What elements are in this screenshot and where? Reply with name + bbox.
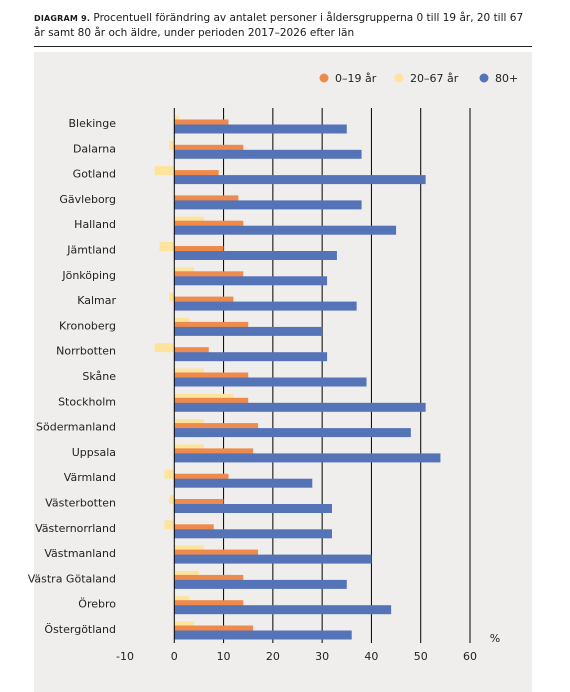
bar bbox=[174, 453, 441, 463]
category-label: Västernorrland bbox=[35, 522, 116, 535]
bar bbox=[174, 225, 397, 235]
category-label: Västerbotten bbox=[45, 497, 116, 510]
bar bbox=[174, 195, 239, 205]
x-tick-label: -10 bbox=[116, 650, 134, 663]
bar bbox=[174, 124, 347, 134]
bar bbox=[174, 251, 337, 260]
bar bbox=[174, 200, 362, 210]
caption-text: Procentuell förändring av antalet person… bbox=[34, 12, 524, 39]
legend-label: 80+ bbox=[495, 72, 518, 85]
legend-label: 20–67 år bbox=[410, 72, 459, 85]
bar bbox=[174, 499, 224, 508]
category-label: Norrbotten bbox=[56, 345, 116, 358]
bar bbox=[174, 574, 244, 584]
bar bbox=[174, 119, 229, 129]
x-tick-label: 20 bbox=[266, 650, 280, 663]
category-label: Jönköping bbox=[61, 269, 116, 282]
bar bbox=[164, 469, 175, 479]
category-label: Blekinge bbox=[68, 117, 116, 130]
category-label: Skåne bbox=[82, 370, 116, 383]
bar bbox=[169, 140, 175, 150]
bar bbox=[174, 377, 367, 387]
category-label: Dalarna bbox=[73, 142, 116, 155]
bar bbox=[169, 495, 175, 504]
category-label: Stockholm bbox=[58, 395, 116, 408]
x-tick-label: 10 bbox=[217, 650, 231, 663]
category-label: Västmanland bbox=[44, 547, 116, 560]
bar bbox=[174, 144, 244, 154]
bar bbox=[174, 473, 229, 483]
bar bbox=[174, 549, 259, 559]
bar bbox=[174, 175, 426, 185]
category-label: Gotland bbox=[73, 168, 116, 181]
category-label: Västra Götaland bbox=[28, 572, 116, 585]
category-label: Östergötland bbox=[44, 623, 116, 636]
category-label: Södermanland bbox=[36, 421, 116, 434]
bar bbox=[154, 343, 175, 353]
bar bbox=[174, 276, 328, 286]
bar bbox=[174, 448, 254, 458]
bar bbox=[174, 630, 352, 640]
bar bbox=[174, 625, 254, 635]
bar bbox=[174, 529, 332, 539]
bar bbox=[174, 397, 249, 407]
legend-label: 0–19 år bbox=[335, 72, 377, 85]
bar bbox=[174, 296, 234, 306]
bar bbox=[174, 170, 219, 180]
category-label: Kronoberg bbox=[59, 319, 116, 332]
bar bbox=[174, 423, 259, 433]
bar bbox=[174, 428, 411, 438]
bar bbox=[174, 347, 209, 357]
x-axis-unit-label: % bbox=[490, 632, 500, 645]
bar bbox=[174, 246, 224, 255]
bar bbox=[174, 579, 347, 589]
bar bbox=[174, 301, 357, 311]
bar bbox=[174, 372, 249, 382]
category-label: Jämtland bbox=[66, 244, 116, 257]
x-tick-label: 30 bbox=[315, 650, 329, 663]
category-label: Gävleborg bbox=[59, 193, 116, 206]
legend-marker bbox=[319, 73, 329, 83]
bar bbox=[169, 292, 175, 302]
category-label: Kalmar bbox=[77, 294, 116, 307]
caption-rule bbox=[34, 46, 532, 47]
bar bbox=[174, 271, 244, 281]
bar bbox=[174, 326, 323, 336]
category-label: Värmland bbox=[64, 471, 116, 484]
chart-caption: DIAGRAM 9. Procentuell förändring av ant… bbox=[34, 11, 534, 40]
x-tick-label: 0 bbox=[171, 650, 178, 663]
x-tick-label: 60 bbox=[463, 650, 477, 663]
bar bbox=[174, 478, 313, 488]
x-tick-label: 50 bbox=[414, 650, 428, 663]
bar bbox=[159, 242, 175, 251]
bar bbox=[174, 220, 244, 230]
bar bbox=[174, 600, 244, 610]
category-label: Uppsala bbox=[72, 446, 116, 459]
bar bbox=[174, 402, 426, 412]
bar bbox=[174, 149, 362, 159]
bar bbox=[174, 524, 214, 534]
bar bbox=[174, 321, 249, 331]
caption-label: DIAGRAM 9. bbox=[34, 14, 91, 23]
bar bbox=[174, 504, 332, 513]
x-tick-label: 40 bbox=[364, 650, 378, 663]
bar bbox=[174, 352, 328, 362]
category-label: Halland bbox=[74, 218, 116, 231]
legend-marker bbox=[394, 73, 404, 83]
bar bbox=[164, 520, 175, 530]
bar bbox=[174, 605, 392, 615]
category-label: Örebro bbox=[78, 598, 116, 611]
bar bbox=[174, 554, 372, 564]
legend-marker bbox=[479, 73, 489, 83]
bar bbox=[154, 166, 175, 176]
